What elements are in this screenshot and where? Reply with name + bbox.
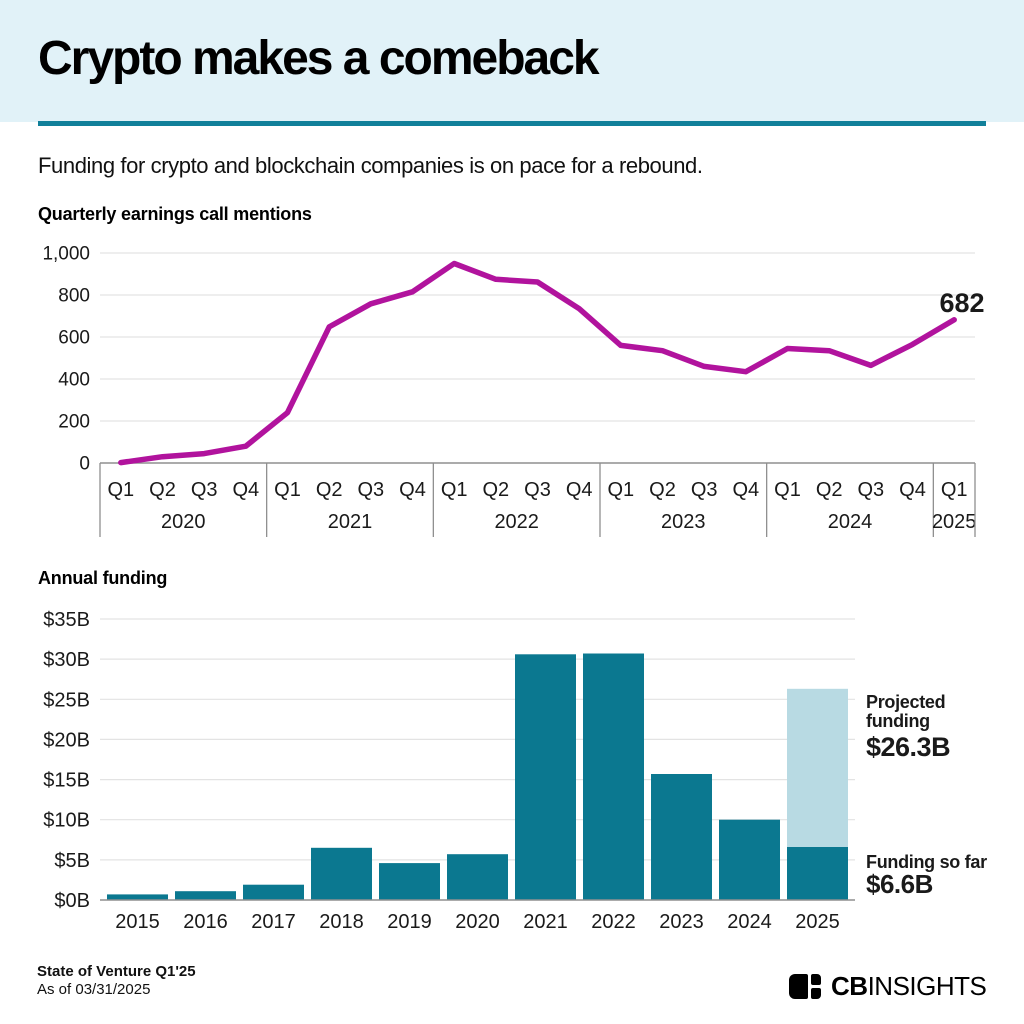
funding-so-far-label: Funding so far <box>866 852 987 872</box>
y-tick-label: 600 <box>58 328 90 349</box>
x-tick-label: 2015 <box>115 911 160 933</box>
quarter-label: Q3 <box>691 479 718 501</box>
quarter-label: Q3 <box>857 479 884 501</box>
x-tick-label: 2023 <box>659 911 704 933</box>
x-tick-label: 2024 <box>727 911 772 933</box>
funding-so-far-value: $6.6B <box>866 869 933 899</box>
cbinsights-wordmark: CBINSIGHTS <box>831 970 987 1002</box>
quarter-label: Q4 <box>732 479 759 501</box>
quarter-label: Q2 <box>482 479 509 501</box>
quarter-label: Q3 <box>191 479 218 501</box>
quarter-label: Q1 <box>441 479 468 501</box>
y-tick-label: 1,000 <box>42 244 90 265</box>
x-tick-label: 2021 <box>523 911 568 933</box>
funding-bar-2021 <box>515 654 576 900</box>
quarter-label: Q1 <box>774 479 801 501</box>
header-band <box>0 0 1024 122</box>
page-title: Crypto makes a comeback <box>38 32 600 85</box>
projected-funding-value: $26.3B <box>866 732 950 762</box>
end-point-value-label: 682 <box>939 288 984 318</box>
y-tick-label: $5B <box>54 850 90 872</box>
x-tick-label: 2017 <box>251 911 296 933</box>
header-divider <box>38 121 986 126</box>
projected-funding-bar-2025 <box>787 688 848 847</box>
projected-funding-label-line2: funding <box>866 711 930 731</box>
y-tick-label: $10B <box>43 810 90 832</box>
y-tick-label: $35B <box>43 609 90 631</box>
quarter-label: Q2 <box>649 479 676 501</box>
funding-bar-2023 <box>651 774 712 900</box>
funding-bar-2024 <box>719 819 780 900</box>
y-tick-label: $25B <box>43 689 90 711</box>
bar-chart: $0B $5B $10B $15B $20B $25B $30B $35B 2015 2016 20… <box>43 609 987 933</box>
y-tick-label: $20B <box>43 729 90 751</box>
quarter-label: Q1 <box>607 479 634 501</box>
x-tick-label: 2020 <box>455 911 500 933</box>
quarter-label: Q4 <box>899 479 926 501</box>
logo-block-bottom-right <box>811 987 821 999</box>
y-tick-label: $30B <box>43 649 90 671</box>
quarter-label: Q1 <box>941 479 968 501</box>
subtitle: Funding for crypto and blockchain compan… <box>38 153 703 178</box>
year-label: 2021 <box>328 511 373 533</box>
year-label: 2020 <box>161 511 206 533</box>
year-label: 2022 <box>494 511 539 533</box>
funding-bar-2025 <box>787 847 848 900</box>
mentions-line-series <box>118 260 957 466</box>
logo-insights: INSIGHTS <box>867 970 987 1001</box>
quarter-label: Q2 <box>816 479 843 501</box>
as-of-date: As of 03/31/2025 <box>37 981 151 998</box>
funding-bar-2019 <box>379 863 440 900</box>
funding-bar-2022 <box>583 653 644 900</box>
logo-block-top-right <box>811 973 821 985</box>
quarter-label: Q3 <box>357 479 384 501</box>
quarter-label: Q4 <box>399 479 426 501</box>
logo-block-right <box>811 973 821 999</box>
funding-bar-2016 <box>175 891 236 900</box>
y-tick-label: $15B <box>43 770 90 792</box>
funding-bar-2020 <box>447 854 508 900</box>
y-tick-label: 200 <box>58 412 90 433</box>
quarter-label: Q4 <box>566 479 593 501</box>
quarter-label: Q4 <box>232 479 259 501</box>
projected-funding-label: Projected <box>866 692 945 712</box>
quarter-label: Q3 <box>524 479 551 501</box>
y-tick-label: 400 <box>58 370 90 391</box>
y-tick-label: 800 <box>58 286 90 307</box>
year-label: 2025 <box>932 511 977 533</box>
quarter-label: Q1 <box>274 479 301 501</box>
bar-chart-title: Annual funding <box>38 568 168 588</box>
footer-source: State of Venture Q1'25 As of 03/31/2025 <box>37 963 196 999</box>
x-tick-label: 2018 <box>319 911 364 933</box>
logo-cb: CB <box>831 970 868 1001</box>
cbinsights-logo: CBINSIGHTS <box>789 969 987 1003</box>
y-tick-label: 0 <box>79 454 90 475</box>
source-title: State of Venture Q1'25 <box>37 963 196 980</box>
line-chart-title: Quarterly earnings call mentions <box>38 204 312 224</box>
x-tick-label: 2022 <box>591 911 636 933</box>
funding-bar-2018 <box>311 847 372 900</box>
quarter-label: Q2 <box>149 479 176 501</box>
y-tick-label: $0B <box>54 890 90 912</box>
logo-block-left <box>789 973 808 999</box>
x-tick-label: 2019 <box>387 911 432 933</box>
cbinsights-logo-icon <box>789 973 821 999</box>
quarter-label: Q1 <box>107 479 134 501</box>
funding-bar-2015 <box>107 894 168 900</box>
quarter-label: Q2 <box>316 479 343 501</box>
year-label: 2023 <box>661 511 706 533</box>
x-tick-label: 2025 <box>795 911 840 933</box>
year-label: 2024 <box>828 511 873 533</box>
funding-bar-2017 <box>243 884 304 900</box>
line-chart: 0 200 400 600 800 1,000 Q1 Q2 Q3 Q4 2020 Q1 Q2 Q3 Q4 20… <box>42 244 985 537</box>
x-tick-label: 2016 <box>183 911 228 933</box>
